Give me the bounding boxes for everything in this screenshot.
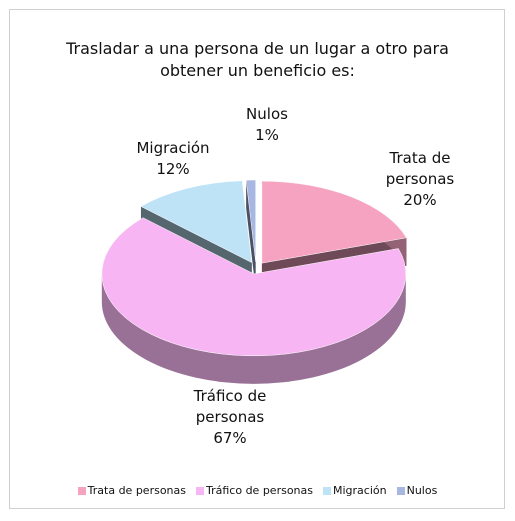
slice-side xyxy=(101,273,406,384)
data-label-value: 1% xyxy=(255,126,279,144)
slice-cut-face xyxy=(246,180,256,290)
legend-swatch xyxy=(77,486,86,495)
legend-label: Tráfico de personas xyxy=(206,484,313,497)
legend-label: Migración xyxy=(333,484,387,497)
legend-item: Migración xyxy=(323,484,387,497)
legend: Trata de personas Tráfico de personas Migr… xyxy=(0,484,515,497)
legend-item: Tráfico de personas xyxy=(196,484,313,497)
data-label-value: 67% xyxy=(213,429,247,447)
slice xyxy=(101,217,407,357)
data-label-name: Nulos xyxy=(246,105,288,123)
legend-swatch xyxy=(396,486,405,495)
data-label-name: Trata de personas xyxy=(385,149,455,188)
chart-title: Trasladar a una persona de un lugar a ot… xyxy=(66,39,449,80)
legend-item: Trata de personas xyxy=(77,484,186,497)
legend-label: Nulos xyxy=(406,484,438,497)
data-label-value: 12% xyxy=(156,160,190,178)
data-label-name: Tráfico de personas xyxy=(193,387,267,426)
legend-item: Nulos xyxy=(396,484,438,497)
data-label: Tráfico de personas 67% xyxy=(170,386,290,449)
legend-label: Trata de personas xyxy=(87,484,186,497)
slice xyxy=(261,180,407,264)
data-label: Migración 12% xyxy=(118,138,228,180)
data-label-name: Migración xyxy=(136,139,210,157)
slice xyxy=(140,180,253,264)
data-label-value: 20% xyxy=(403,191,437,209)
chart-frame xyxy=(9,9,505,509)
legend-swatch xyxy=(196,486,204,495)
data-label: Nulos 1% xyxy=(232,104,302,146)
slice xyxy=(245,179,256,263)
data-label: Trata de personas 20% xyxy=(370,148,470,211)
legend-swatch xyxy=(323,486,331,495)
